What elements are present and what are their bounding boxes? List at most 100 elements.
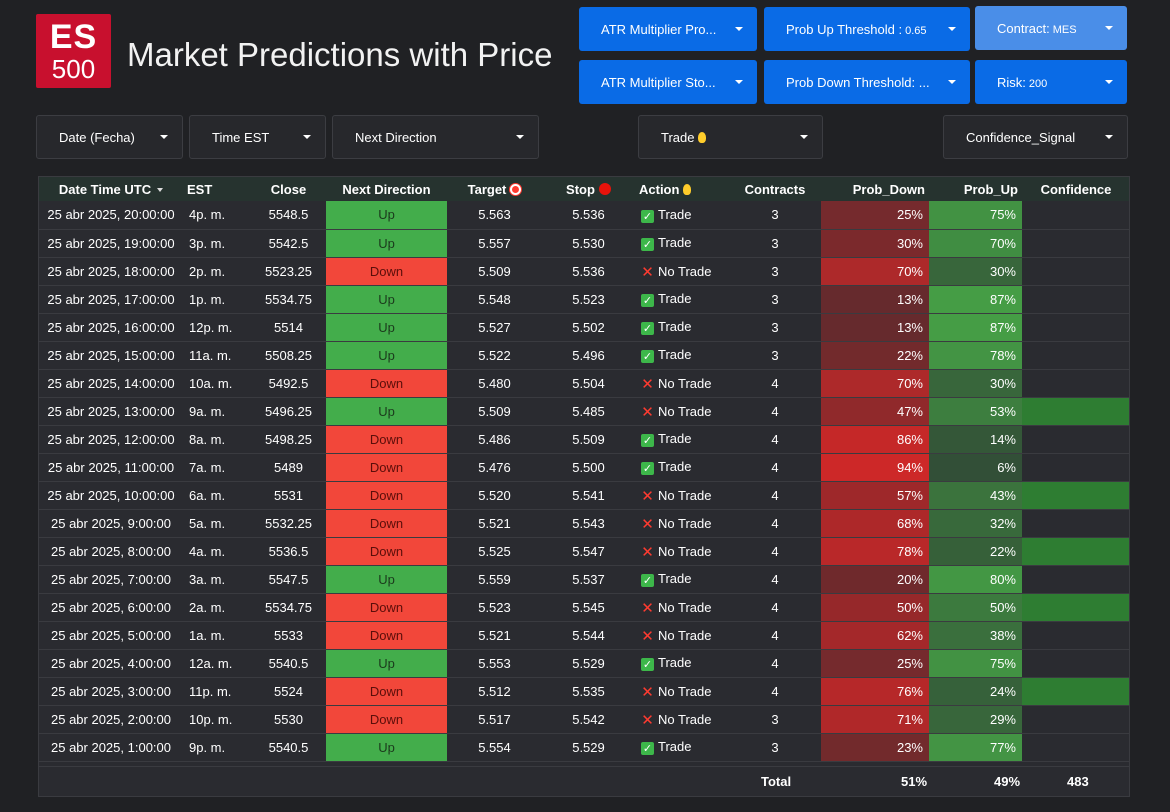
cell-next-direction: Up [326,201,447,230]
cell-contracts: 3 [729,313,821,342]
col-header-contracts[interactable]: Contracts [744,181,806,197]
target-icon [510,183,522,195]
trade-filter[interactable]: Trade [638,115,823,159]
table-row[interactable]: 25 abr 2025, 10:00:00 6a. m. 5531 Down 5.520… [39,481,1129,510]
col-header-target[interactable]: Target [447,177,542,201]
cell-confidence [1022,649,1129,678]
prob-down-threshold-dropdown[interactable]: Prob Down Threshold: ... [764,60,970,104]
check-mark-icon: ✓ [641,294,654,307]
table-row[interactable]: 25 abr 2025, 5:00:00 1a. m. 5533 Down 5.521 5… [39,621,1129,650]
cell-next-direction: Down [326,257,447,286]
cell-action: ✕ No Trade [635,593,729,622]
table-row[interactable]: 25 abr 2025, 18:00:00 2p. m. 5523.25 Down 5.… [39,257,1129,286]
col-header-confidence[interactable]: Confidence [1040,181,1112,197]
cell-est: 7a. m. [183,453,251,482]
time-est-filter[interactable]: Time EST [189,115,326,159]
prob-up-threshold-label: Prob Up Threshold : [786,21,903,37]
cell-prob-down: 47% [821,397,929,426]
cross-mark-icon: ✕ [641,375,654,393]
prob-up-threshold-dropdown[interactable]: Prob Up Threshold :0.65 [764,7,970,51]
confidence-signal-filter[interactable]: Confidence_Signal [943,115,1128,159]
logo-line1: ES [49,18,98,56]
cell-stop: 5.545 [542,593,635,622]
table-row[interactable]: 25 abr 2025, 15:00:00 11a. m. 5508.25 Up 5.5… [39,341,1129,370]
table-row[interactable]: 25 abr 2025, 8:00:00 4a. m. 5536.5 Down 5.52… [39,537,1129,566]
table-row[interactable]: 25 abr 2025, 16:00:00 12p. m. 5514 Up 5.527 5… [39,313,1129,342]
cell-stop: 5.535 [542,677,635,706]
cell-target: 5.554 [447,733,542,762]
cell-next-direction: Up [326,313,447,342]
table-row[interactable]: 25 abr 2025, 7:00:00 3a. m. 5547.5 Up 5.559 5… [39,565,1129,594]
col-header-action[interactable]: Action [635,177,729,201]
predictions-table: Date Time UTC EST Close Next Direction T… [38,176,1130,797]
total-prob-up: 49% [994,774,1021,789]
logo-line2: 500 [51,54,96,84]
atr-multiplier-stop-label: ATR Multiplier Sto... [601,74,716,90]
cell-contracts: 3 [729,201,821,230]
date-filter[interactable]: Date (Fecha) [36,115,183,159]
cell-datetime: 25 abr 2025, 7:00:00 [39,565,183,594]
table-row[interactable]: 25 abr 2025, 1:00:00 9p. m. 5540.5 Up 5.554 5… [39,733,1129,762]
prob-down-threshold-label: Prob Down Threshold: ... [786,74,930,90]
col-header-datetime[interactable]: Date Time UTC [39,177,183,201]
cell-prob-down: 78% [821,537,929,566]
atr-multiplier-stop-dropdown[interactable]: ATR Multiplier Sto... [579,60,757,104]
cell-prob-up: 24% [929,677,1022,706]
check-mark-icon: ✓ [641,462,654,475]
cell-action: ✕ No Trade [635,369,729,398]
cell-stop: 5.536 [542,257,635,286]
col-header-close[interactable]: Close [270,181,307,197]
atr-multiplier-profit-dropdown[interactable]: ATR Multiplier Pro... [579,7,757,51]
cell-prob-down: 86% [821,425,929,454]
table-row[interactable]: 25 abr 2025, 17:00:00 1p. m. 5534.75 Up 5.54… [39,285,1129,314]
col-header-stop[interactable]: Stop [542,177,635,201]
prob-up-threshold-value: 0.65 [905,24,927,37]
check-mark-icon: ✓ [641,209,654,223]
chevron-down-icon [1105,80,1113,84]
table-row[interactable]: 25 abr 2025, 11:00:00 7a. m. 5489 Down 5.476… [39,453,1129,482]
table-row[interactable]: 25 abr 2025, 6:00:00 2a. m. 5534.75 Down 5.5… [39,593,1129,622]
col-header-prob-up[interactable]: Prob_Up [963,181,1018,197]
check-mark-icon: ✓ [641,238,654,251]
cell-action-label: No Trade [658,487,712,503]
chevron-down-icon [1105,26,1113,30]
cell-datetime: 25 abr 2025, 1:00:00 [39,733,183,762]
col-header-next-direction[interactable]: Next Direction [342,181,431,197]
table-row[interactable]: 25 abr 2025, 9:00:00 5a. m. 5532.25 Down 5.5… [39,509,1129,538]
cell-confidence [1022,537,1129,566]
contract-dropdown[interactable]: Contract: MES [975,6,1127,50]
table-row[interactable]: 25 abr 2025, 4:00:00 12a. m. 5540.5 Up 5.553… [39,649,1129,678]
cell-confidence [1022,425,1129,454]
cell-close: 5508.25 [251,341,326,370]
table-row[interactable]: 25 abr 2025, 2:00:00 10p. m. 5530 Down 5.517… [39,705,1129,734]
cell-action: ✕ No Trade [635,621,729,650]
cell-stop: 5.529 [542,733,635,762]
table-row[interactable]: 25 abr 2025, 3:00:00 11p. m. 5524 Down 5.512… [39,677,1129,706]
col-header-est[interactable]: EST [187,181,213,197]
cell-close: 5523.25 [251,257,326,286]
cell-est: 1p. m. [183,285,251,314]
cell-close: 5533 [251,621,326,650]
table-row[interactable]: 25 abr 2025, 12:00:00 8a. m. 5498.25 Down 5.… [39,425,1129,454]
cell-stop: 5.543 [542,509,635,538]
cell-close: 5540.5 [251,733,326,762]
next-direction-filter[interactable]: Next Direction [332,115,539,159]
chevron-down-icon [948,27,956,31]
cell-contracts: 4 [729,425,821,454]
cell-stop: 5.547 [542,537,635,566]
cell-datetime: 25 abr 2025, 19:00:00 [39,229,183,258]
table-row[interactable]: 25 abr 2025, 13:00:00 9a. m. 5496.25 Up 5.50… [39,397,1129,426]
table-row[interactable]: 25 abr 2025, 14:00:00 10a. m. 5492.5 Down 5.… [39,369,1129,398]
cell-target: 5.512 [447,677,542,706]
cell-datetime: 25 abr 2025, 4:00:00 [39,649,183,678]
table-row[interactable]: 25 abr 2025, 20:00:00 4p. m. 5548.5 Up 5.563… [39,201,1129,230]
risk-dropdown[interactable]: Risk: 200 [975,60,1127,104]
col-header-prob-down[interactable]: Prob_Down [852,181,925,197]
cell-contracts: 4 [729,621,821,650]
cell-target: 5.509 [447,397,542,426]
cell-confidence [1022,369,1129,398]
cell-prob-up: 70% [929,229,1022,258]
cell-prob-up: 75% [929,201,1022,230]
cell-action-label: Trade [658,655,692,670]
table-row[interactable]: 25 abr 2025, 19:00:00 3p. m. 5542.5 Up 5.557… [39,229,1129,258]
